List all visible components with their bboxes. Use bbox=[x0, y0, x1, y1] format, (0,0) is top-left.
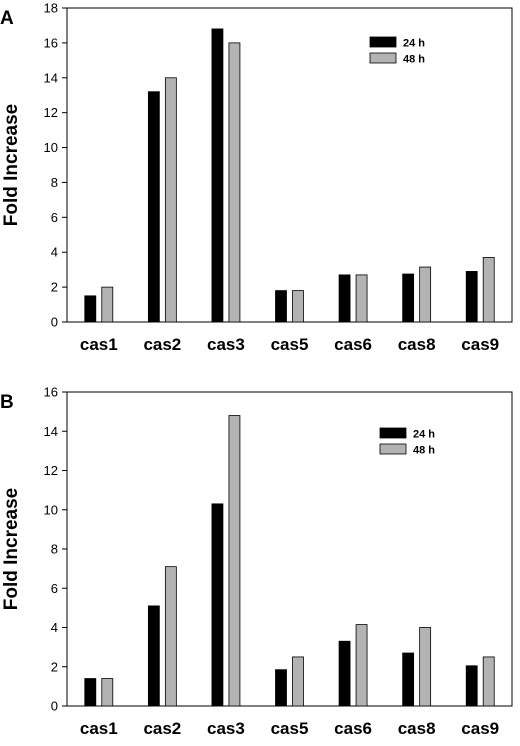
y-tick-label: 10 bbox=[44, 502, 58, 517]
bar-cas1-48h bbox=[101, 286, 114, 323]
y-tick-label: 14 bbox=[44, 70, 58, 85]
bar-cas9-24h bbox=[465, 271, 478, 323]
bar-cas5-24h bbox=[275, 669, 287, 707]
bar-cas8-48h bbox=[419, 266, 432, 323]
panel-label: B bbox=[0, 392, 14, 413]
legend-label: 48 h bbox=[413, 445, 435, 457]
y-tick-label: 18 bbox=[44, 1, 58, 16]
bar-cas1-24h bbox=[84, 678, 97, 707]
y-tick-label: 8 bbox=[51, 175, 58, 190]
x-tick-label: cas9 bbox=[461, 719, 499, 738]
bar-cas8-24h bbox=[402, 652, 415, 707]
bar-cas6-48h bbox=[355, 274, 368, 323]
bar-cas3-24h bbox=[211, 503, 224, 707]
y-tick-label: 14 bbox=[44, 424, 58, 439]
y-tick-label: 6 bbox=[51, 210, 58, 225]
bar-cas9-24h bbox=[465, 665, 478, 707]
y-tick-label: 8 bbox=[51, 542, 58, 557]
x-tick-label: cas2 bbox=[143, 719, 181, 738]
bar-cas3-24h bbox=[211, 28, 224, 323]
y-tick-label: 16 bbox=[44, 35, 58, 50]
x-tick-label: cas5 bbox=[271, 335, 309, 354]
x-tick-label: cas5 bbox=[271, 719, 309, 738]
y-tick-label: 12 bbox=[44, 463, 58, 478]
y-axis-label: Fold Increase bbox=[1, 488, 22, 611]
chart-panel-b: B 0 2 4 6 8 10 12 14 16 Fold Increase cas1 cas2 cas3 c… bbox=[0, 385, 513, 738]
plot-frame bbox=[66, 391, 513, 707]
y-tick-label: 2 bbox=[51, 280, 58, 295]
y-tick-label: 6 bbox=[51, 581, 58, 596]
legend-label: 48 h bbox=[403, 54, 425, 66]
y-tick-label: 0 bbox=[51, 699, 58, 714]
x-tick-label: cas3 bbox=[207, 335, 245, 354]
y-axis-label: Fold Increase bbox=[1, 104, 22, 227]
bar-cas2-24h bbox=[147, 91, 160, 323]
bar-cas3-48h bbox=[228, 415, 241, 707]
bar-cas2-48h bbox=[164, 77, 177, 323]
legend-swatch-48h bbox=[379, 443, 407, 455]
bar-cas6-48h bbox=[355, 624, 368, 707]
x-tick-label: cas8 bbox=[398, 719, 436, 738]
x-tick-label: cas9 bbox=[461, 335, 499, 354]
y-tick-label: 4 bbox=[51, 620, 58, 635]
x-tick-label: cas6 bbox=[334, 335, 372, 354]
bar-cas6-24h bbox=[338, 274, 351, 323]
bar-cas5-24h bbox=[275, 290, 287, 323]
x-tick-label: cas2 bbox=[143, 335, 181, 354]
y-tick-label: 12 bbox=[44, 105, 58, 120]
bar-cas5-48h bbox=[292, 290, 304, 323]
plot-frame bbox=[66, 7, 513, 323]
x-tick-label: cas8 bbox=[398, 335, 436, 354]
bar-cas9-48h bbox=[482, 656, 495, 707]
panel-label: A bbox=[0, 8, 14, 29]
legend-label: 24 h bbox=[413, 429, 435, 441]
legend-swatch-48h bbox=[369, 52, 397, 64]
bar-cas6-24h bbox=[338, 640, 351, 707]
chart-panel-a: A 0 2 4 6 8 10 12 14 16 18 Fold Increase cas1 cas2 cas… bbox=[0, 1, 513, 354]
bar-cas2-24h bbox=[147, 605, 160, 707]
bar-cas2-48h bbox=[164, 566, 177, 707]
bar-cas1-48h bbox=[101, 678, 114, 707]
bar-cas5-48h bbox=[292, 656, 304, 707]
y-tick-label: 0 bbox=[51, 315, 58, 330]
bar-cas1-24h bbox=[84, 295, 97, 323]
bar-cas8-24h bbox=[402, 273, 415, 323]
bar-cas9-48h bbox=[482, 257, 495, 323]
y-tick-label: 4 bbox=[51, 245, 58, 260]
bar-cas3-48h bbox=[228, 42, 241, 323]
y-tick-label: 2 bbox=[51, 659, 58, 674]
x-tick-label: cas6 bbox=[334, 719, 372, 738]
legend-label: 24 h bbox=[403, 38, 425, 50]
y-tick-label: 16 bbox=[44, 385, 58, 400]
x-tick-label: cas1 bbox=[80, 335, 118, 354]
legend-swatch-24h bbox=[369, 36, 397, 48]
bar-cas8-48h bbox=[419, 627, 432, 707]
x-tick-label: cas1 bbox=[80, 719, 118, 738]
x-tick-label: cas3 bbox=[207, 719, 245, 738]
y-tick-label: 10 bbox=[44, 140, 58, 155]
legend-swatch-24h bbox=[379, 427, 407, 439]
